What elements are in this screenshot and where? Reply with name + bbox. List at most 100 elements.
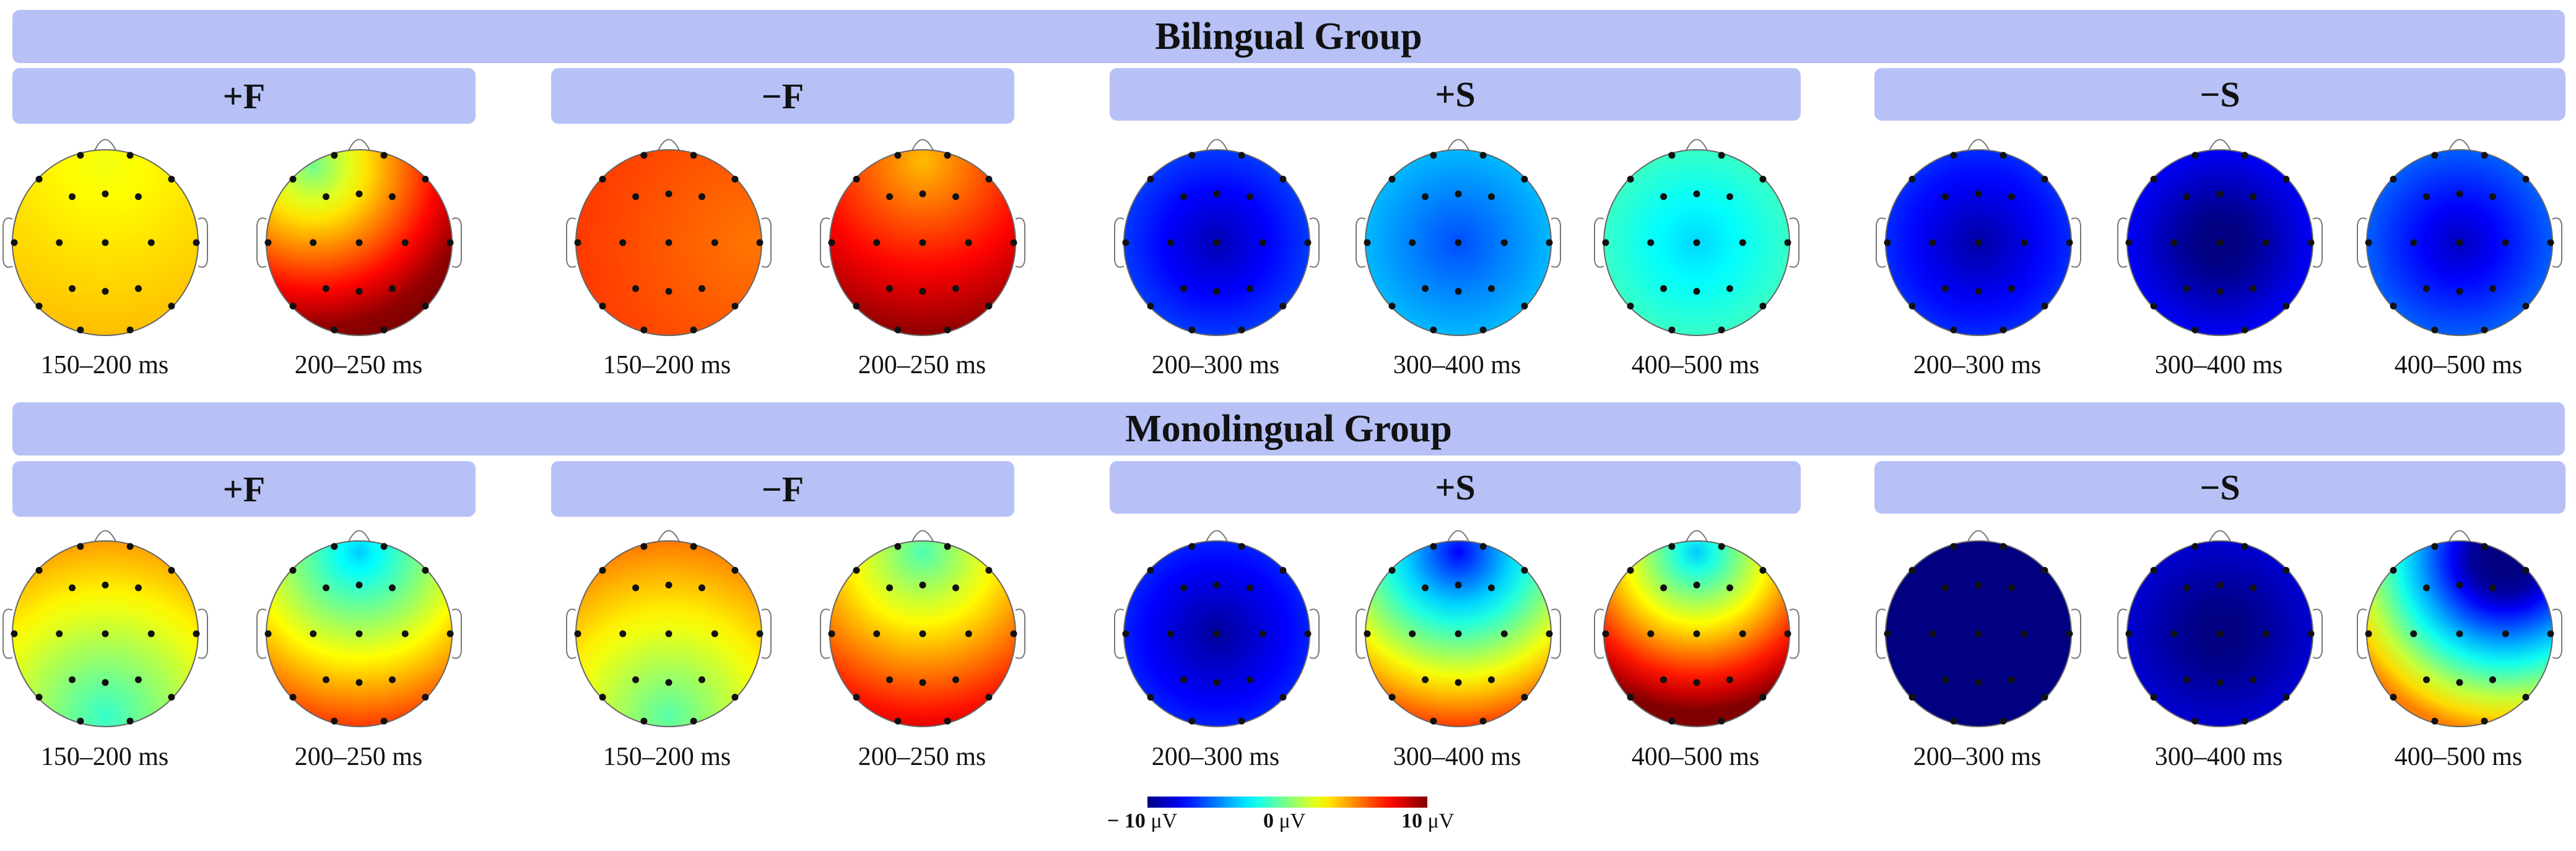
electrode <box>168 567 175 574</box>
electrode <box>1929 630 1936 637</box>
topomap-0-1-1 <box>820 139 1025 336</box>
electrode <box>1627 302 1634 309</box>
electrode <box>2481 152 2488 159</box>
electrode <box>134 285 142 292</box>
electrode <box>1487 285 1495 292</box>
electrode <box>2150 302 2157 309</box>
electrode <box>698 193 705 201</box>
electrode <box>1975 190 1982 197</box>
electrode <box>731 693 739 701</box>
electrode <box>853 302 860 309</box>
electrode <box>388 193 396 201</box>
electrode <box>69 676 76 683</box>
electrode <box>665 288 672 295</box>
electrode <box>1999 152 2007 159</box>
electrode <box>1213 239 1221 246</box>
electrode <box>126 152 134 159</box>
electrode <box>1188 543 1196 550</box>
electrode <box>323 193 330 201</box>
electrode <box>2423 285 2430 292</box>
electrode <box>1521 567 1528 574</box>
ear <box>1594 608 1604 659</box>
electrode <box>11 630 18 637</box>
electrode <box>2008 676 2015 683</box>
time-label-monolingual-minus-f-1: 150–200 ms <box>603 743 731 771</box>
ear <box>256 217 267 268</box>
electrode <box>1409 239 1416 246</box>
electrode <box>886 584 894 592</box>
time-label-bilingual-minus-s-1: 200–300 ms <box>1913 351 2042 379</box>
electrode <box>690 717 697 725</box>
electrode <box>1246 193 1253 201</box>
electrode <box>599 693 606 701</box>
condition-banner-monolingual-minus-f: −F <box>551 461 1014 517</box>
nose <box>1967 139 1990 152</box>
topomap-1-0-0 <box>2 530 208 727</box>
nose <box>1685 530 1708 543</box>
electrode <box>2282 302 2290 309</box>
electrode <box>2021 239 2028 246</box>
electrode <box>2249 285 2256 292</box>
electrode <box>1784 239 1791 246</box>
colorbar <box>1147 797 1427 808</box>
electrode <box>2502 630 2509 637</box>
electrode <box>944 326 951 334</box>
electrode <box>599 176 606 183</box>
electrode <box>2431 326 2439 334</box>
electrode <box>388 676 396 683</box>
electrode <box>894 717 902 725</box>
time-label-bilingual-plus-s-3: 400–500 ms <box>1631 351 1760 379</box>
electrode <box>1455 630 1462 637</box>
electrode <box>2307 239 2315 246</box>
electrode <box>2041 302 2048 309</box>
electrode <box>886 285 894 292</box>
ear <box>1876 217 1886 268</box>
electrode <box>952 584 959 592</box>
electrode <box>2423 193 2430 201</box>
electrode <box>1500 630 1508 637</box>
topomap-1-3-2 <box>2357 530 2562 727</box>
ear <box>2552 217 2562 268</box>
electrode <box>1693 190 1700 197</box>
electrode <box>2365 239 2372 246</box>
ear <box>566 217 577 268</box>
electrode <box>35 176 43 183</box>
electrode <box>2249 676 2256 683</box>
electrode <box>1975 239 1982 246</box>
electrode <box>1950 152 1957 159</box>
nose <box>347 139 371 152</box>
condition-banner-bilingual-plus-f: +F <box>12 68 476 124</box>
electrode <box>985 302 993 309</box>
electrode <box>1942 193 1949 201</box>
electrode <box>388 285 396 292</box>
electrode <box>2216 630 2224 637</box>
electrode <box>919 679 926 686</box>
electrode <box>1487 193 1495 201</box>
electrode <box>1304 239 1312 246</box>
electrode <box>1693 239 1700 246</box>
electrode <box>77 543 84 550</box>
electrode <box>599 567 606 574</box>
ear <box>1015 608 1025 659</box>
electrode <box>323 584 330 592</box>
ear <box>820 608 830 659</box>
electrode <box>853 176 860 183</box>
time-label-monolingual-plus-f-2: 200–250 ms <box>294 743 423 771</box>
electrode <box>640 543 648 550</box>
electrode <box>1180 584 1188 592</box>
electrode <box>331 717 338 725</box>
topomap-1-2-1 <box>1355 530 1561 727</box>
electrode <box>2547 239 2554 246</box>
topomap-1-1-1 <box>820 530 1025 727</box>
electrode <box>331 326 338 334</box>
electrode <box>1668 152 1676 159</box>
electrode <box>2150 693 2157 701</box>
electrode <box>574 630 581 637</box>
electrode <box>1422 676 1429 683</box>
electrode <box>102 239 109 246</box>
electrode <box>2390 176 2397 183</box>
electrode <box>1180 285 1188 292</box>
electrode <box>1238 543 1245 550</box>
electrode <box>828 239 835 246</box>
